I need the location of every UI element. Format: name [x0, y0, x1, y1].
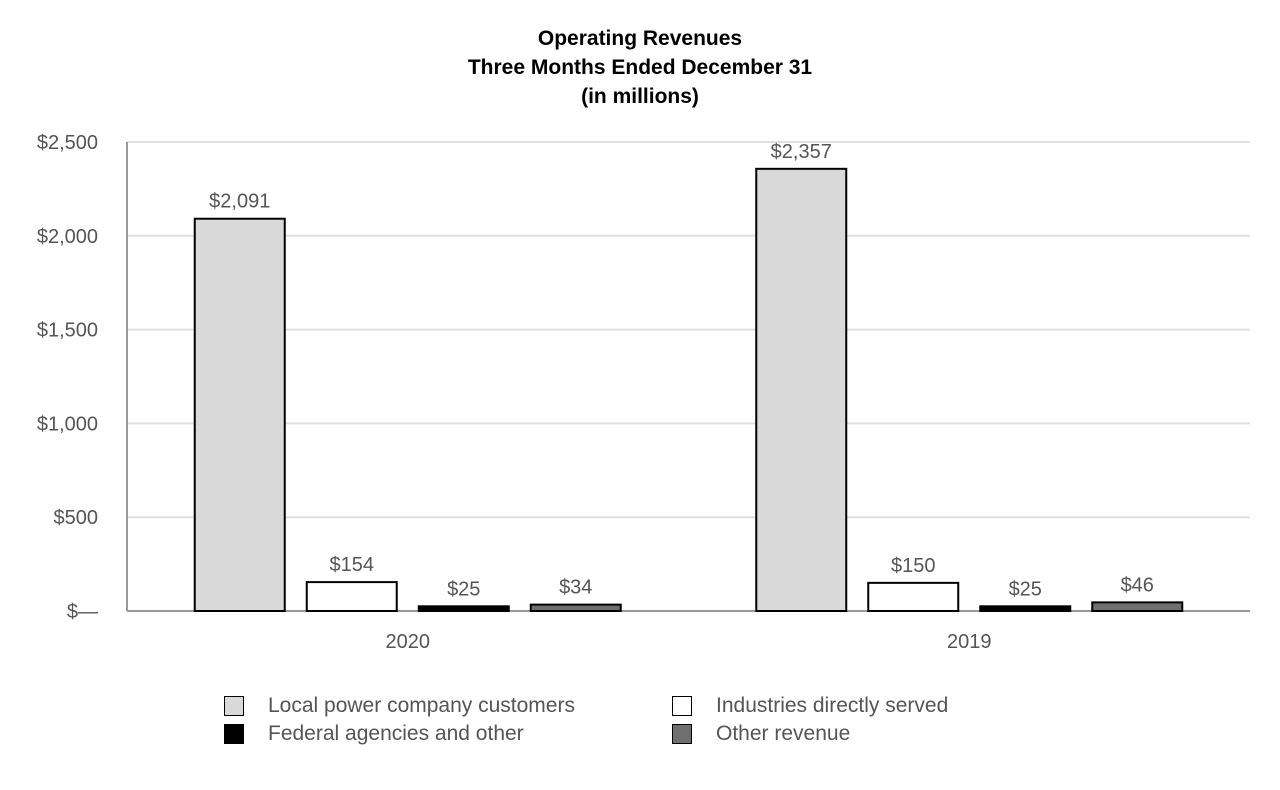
- x-tick-label: 2020: [386, 631, 431, 653]
- data-label: $2,091: [209, 191, 270, 213]
- data-label: $25: [1009, 578, 1042, 600]
- chart-title-line-2: Three Months Ended December 31: [467, 56, 813, 79]
- legend-label-federal: Federal agencies and other: [268, 722, 524, 745]
- chart-title-line-3: (in millions): [581, 85, 699, 108]
- data-label: $46: [1121, 574, 1154, 596]
- bar: [755, 167, 848, 612]
- chart-title-line-1: Operating Revenues: [537, 27, 743, 50]
- data-label: $25: [447, 578, 480, 600]
- legend-label-industries: Industries directly served: [716, 694, 949, 717]
- y-tick-label: $1,500: [37, 320, 98, 342]
- bar: [529, 603, 622, 612]
- legend-item-other: Other revenue: [672, 722, 850, 746]
- data-label: $34: [559, 577, 592, 599]
- legend: Local power company customers Industries…: [224, 694, 1024, 754]
- legend-swatch-other: [672, 724, 692, 744]
- x-tick-label: 2019: [947, 631, 992, 653]
- bar: [193, 217, 286, 612]
- legend-item-local-power: Local power company customers: [224, 694, 575, 718]
- bar: [867, 581, 960, 612]
- legend-label-local-power: Local power company customers: [268, 694, 575, 717]
- y-tick-label: $2,500: [37, 132, 98, 154]
- legend-label-other: Other revenue: [716, 722, 851, 745]
- bar: [417, 605, 510, 612]
- legend-swatch-industries: [672, 696, 692, 716]
- bar: [1091, 601, 1184, 613]
- data-label: $2,357: [771, 141, 832, 163]
- bar: [979, 605, 1072, 612]
- data-label: $154: [330, 554, 375, 576]
- legend-item-industries: Industries directly served: [672, 694, 948, 718]
- legend-swatch-local-power: [224, 696, 244, 716]
- data-label: $150: [891, 555, 936, 577]
- y-tick-label: $2,000: [37, 226, 98, 248]
- plot-area: $— $500 $1,000 $1,500 $2,000 $2,500 $2,091 $154…: [37, 132, 1250, 653]
- y-tick-label: $1,000: [37, 413, 98, 435]
- bar: [305, 581, 398, 613]
- y-tick-label: $—: [67, 601, 98, 623]
- y-tick-label: $500: [54, 507, 99, 529]
- legend-swatch-federal: [224, 724, 244, 744]
- legend-item-federal: Federal agencies and other: [224, 722, 524, 746]
